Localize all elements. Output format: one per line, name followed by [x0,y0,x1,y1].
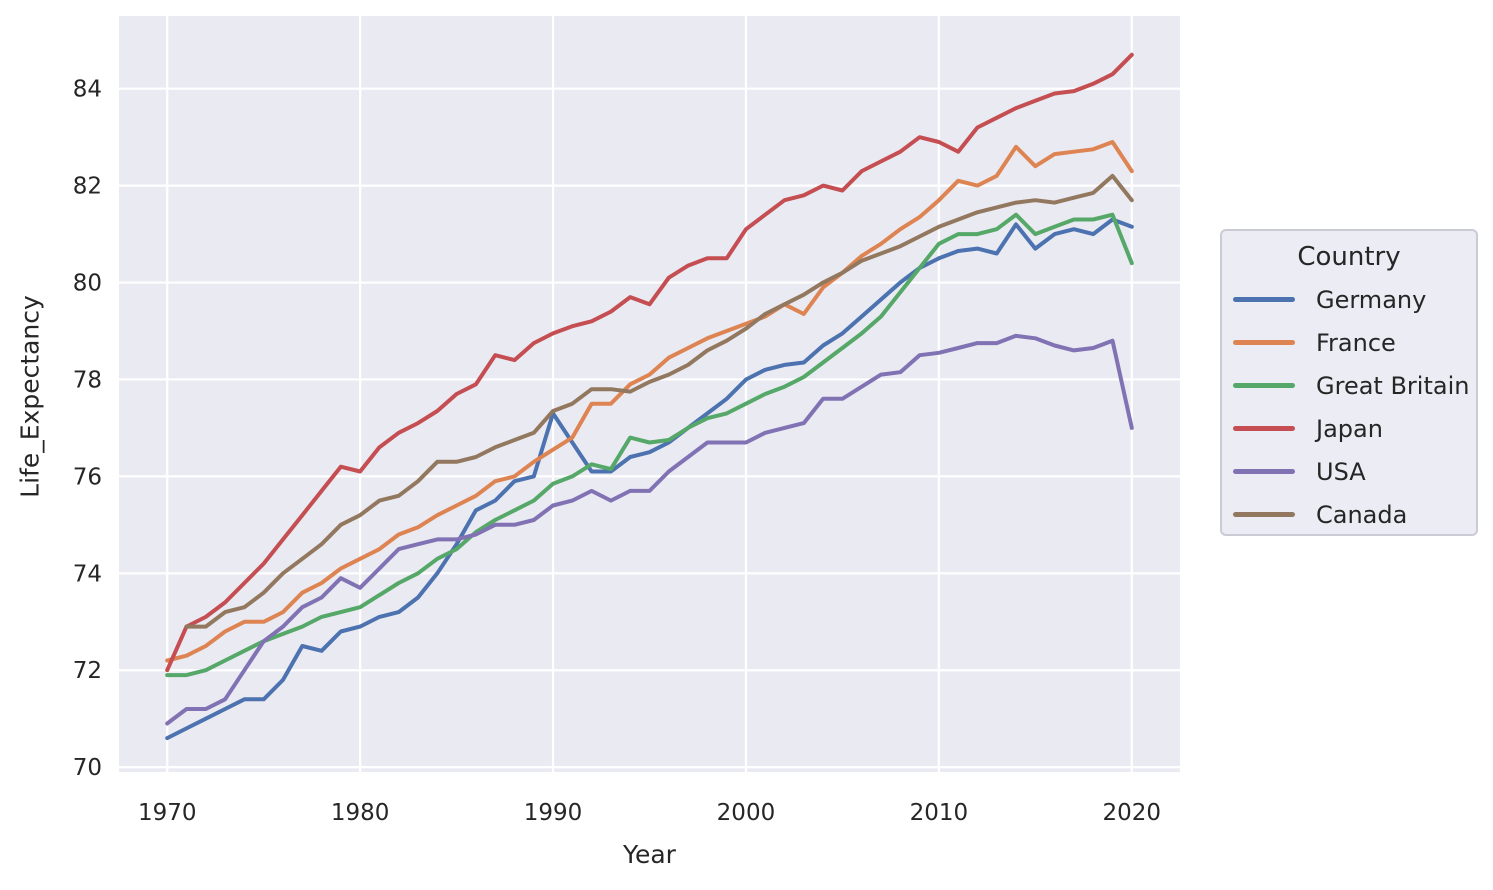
legend-line-swatch [1233,469,1295,474]
line-series-france [165,140,1134,663]
y-tick-label: 84 [73,77,102,103]
legend-line-swatch [1233,297,1295,302]
legend-item-great-britain: Great Britain [1222,364,1476,407]
x-tick-label: 1980 [331,800,390,826]
y-tick-label: 82 [73,174,102,200]
line-series-germany [165,217,1134,741]
x-tick-label: 2020 [1102,800,1161,826]
legend-label: Great Britain [1316,371,1470,400]
y-tick-label: 74 [73,561,102,587]
y-tick-label: 78 [73,367,102,393]
legend-item-france: France [1222,321,1476,364]
line-series-usa [165,333,1134,726]
line-series-great-britain [165,212,1134,678]
legend-line-swatch [1233,340,1295,345]
x-tick-label: 1970 [138,800,197,826]
legend-box: Country Germany France Great Britain Japan U… [1220,229,1478,536]
plot-area [119,16,1180,772]
x-tick-label: 1990 [524,800,583,826]
y-tick-label: 76 [73,464,102,490]
legend-item-canada: Canada [1222,493,1476,536]
y-tick-label: 80 [73,271,102,297]
legend-label: Germany [1316,285,1427,314]
y-axis-title: Life_Expectancy [15,295,45,498]
legend-items: Germany France Great Britain Japan USA Canada [1222,278,1476,536]
y-tick-label: 70 [73,755,102,781]
y-tick-label: 72 [73,658,102,684]
legend-line-swatch [1233,426,1295,431]
x-tick-label: 2000 [717,800,776,826]
line-series-japan [165,52,1134,673]
legend-label: France [1316,328,1396,357]
legend-line-swatch [1233,512,1295,517]
legend-item-japan: Japan [1222,407,1476,450]
legend-item-usa: USA [1222,450,1476,493]
x-tick-label: 2010 [910,800,969,826]
legend-line-swatch [1233,383,1295,388]
legend-title: Country [1297,242,1401,272]
legend-item-germany: Germany [1222,278,1476,321]
legend-label: Canada [1316,500,1408,529]
line-series-canada [184,173,1134,629]
legend-label: Japan [1316,414,1383,443]
x-axis-title: Year [623,840,676,869]
legend-label: USA [1316,457,1366,486]
